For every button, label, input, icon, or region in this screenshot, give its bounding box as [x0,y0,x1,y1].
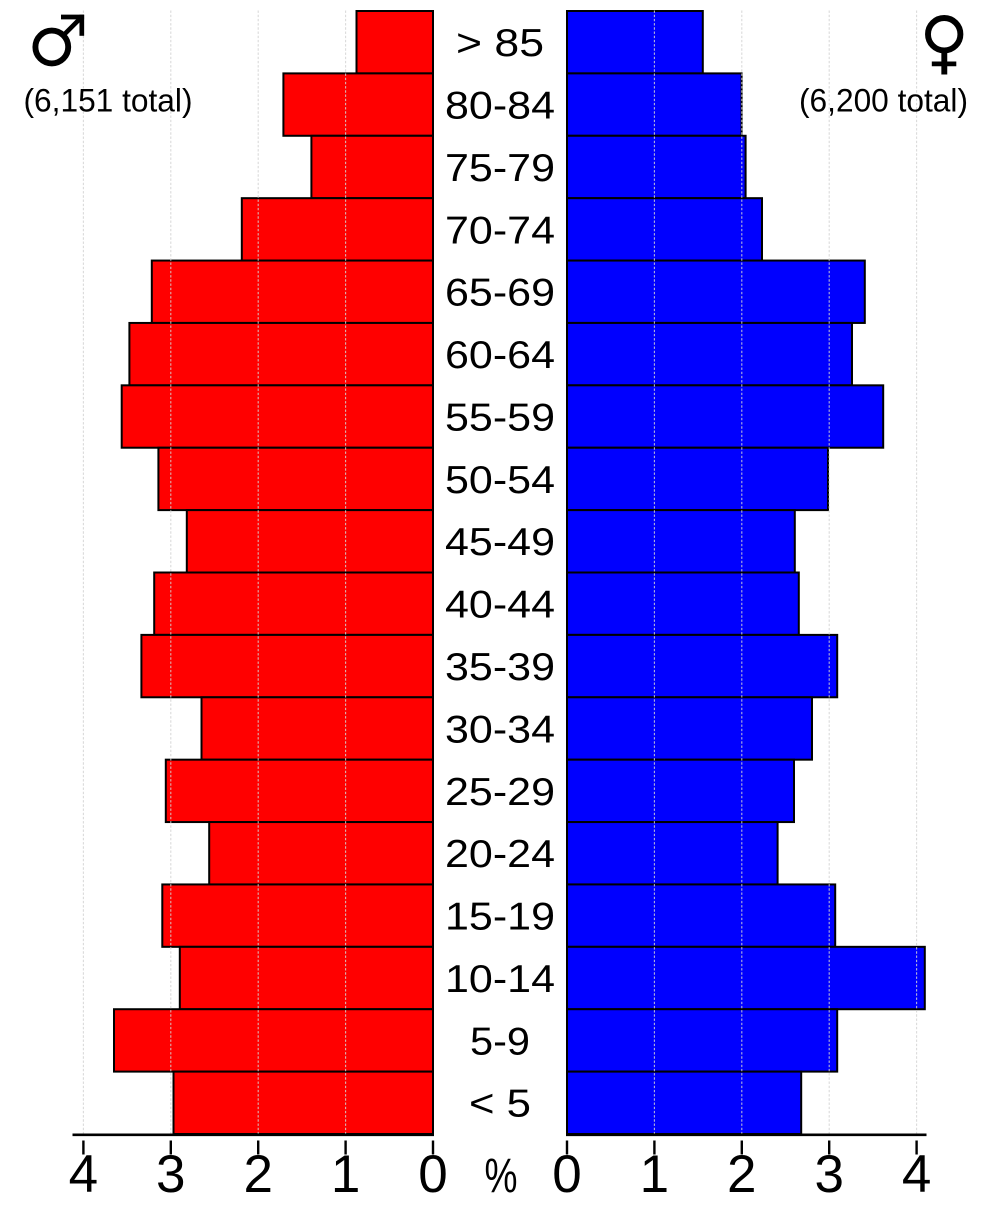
svg-text:70-74: 70-74 [445,209,555,252]
svg-text:55-59: 55-59 [445,396,555,439]
svg-text:3: 3 [814,1145,843,1200]
svg-text:(6,200 total): (6,200 total) [799,83,968,119]
svg-text:%: % [485,1150,518,1200]
svg-text:20-24: 20-24 [445,833,555,876]
svg-text:75-79: 75-79 [445,147,555,190]
svg-text:60-64: 60-64 [445,334,555,377]
svg-text:2: 2 [243,1145,272,1200]
svg-text:0: 0 [552,1145,581,1200]
svg-text:80-84: 80-84 [445,85,555,128]
svg-text:5-9: 5-9 [470,1020,530,1063]
svg-text:4: 4 [69,1145,98,1200]
svg-text:2: 2 [727,1145,756,1200]
svg-text:25-29: 25-29 [445,771,555,814]
svg-text:3: 3 [156,1145,185,1200]
svg-text:65-69: 65-69 [445,272,555,315]
svg-text:15-19: 15-19 [445,896,555,939]
svg-text:(6,151 total): (6,151 total) [24,83,193,119]
svg-text:35-39: 35-39 [445,646,555,689]
svg-text:1: 1 [640,1145,669,1200]
svg-text:40-44: 40-44 [445,584,555,627]
svg-text:0: 0 [418,1145,447,1200]
svg-text:50-54: 50-54 [445,459,555,502]
svg-text:< 5: < 5 [469,1083,531,1126]
svg-text:45-49: 45-49 [445,521,555,564]
svg-text:> 85: > 85 [456,22,544,65]
svg-text:30-34: 30-34 [445,708,555,751]
svg-text:10-14: 10-14 [445,958,555,1001]
svg-text:1: 1 [331,1145,360,1200]
svg-text:4: 4 [902,1145,931,1200]
